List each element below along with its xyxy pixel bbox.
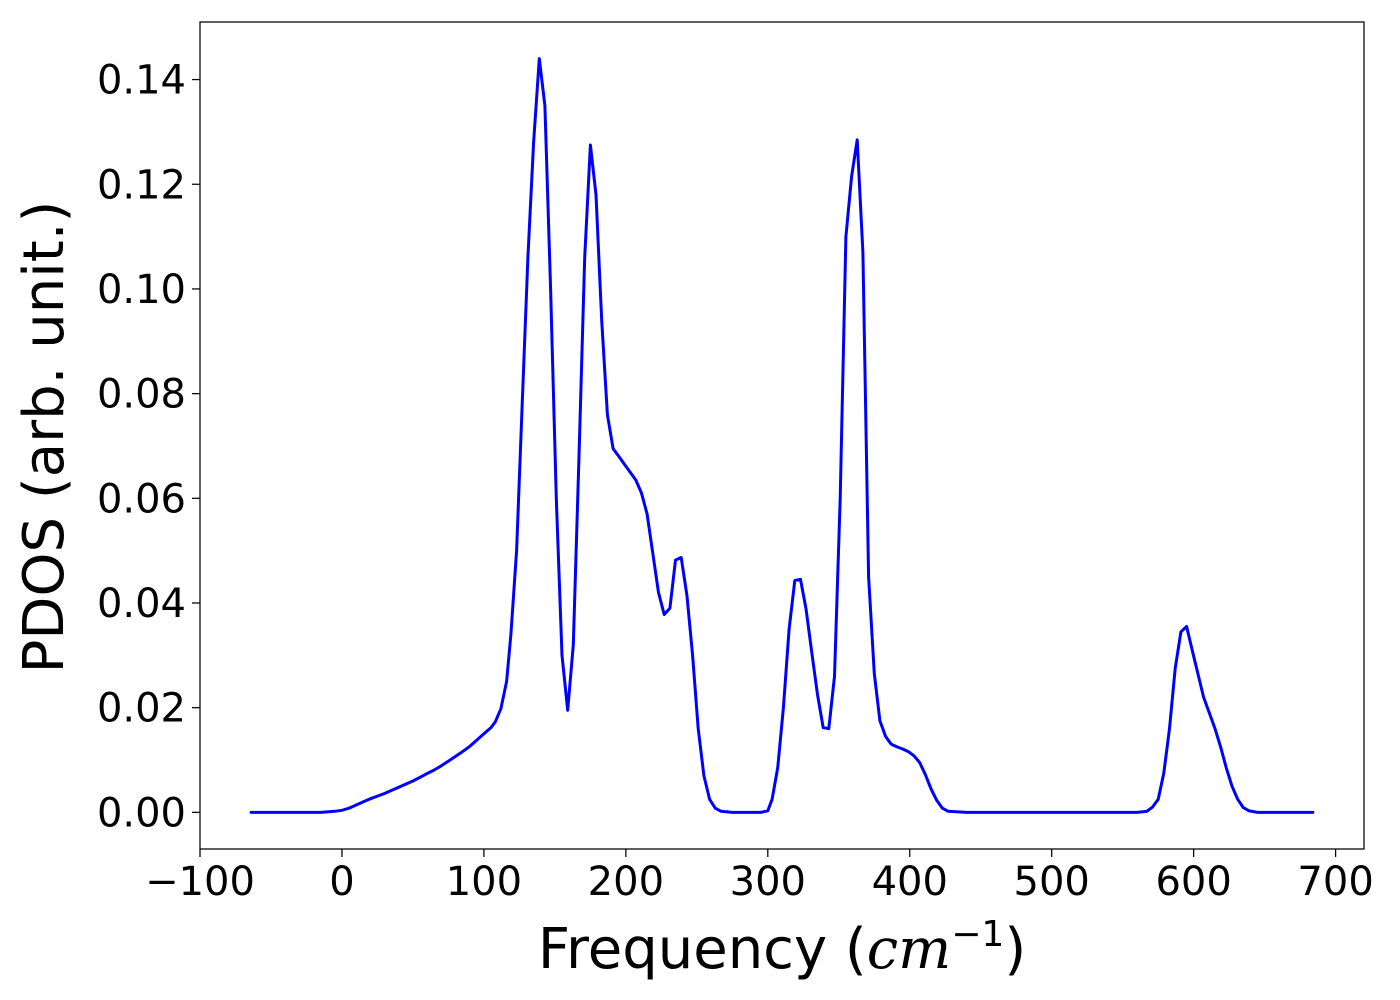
x-tick-label: 100 [446, 859, 522, 905]
y-tick-label: 0.10 [97, 267, 186, 313]
series-line-1 [249, 57, 1315, 814]
x-tick-label: 400 [872, 859, 948, 905]
x-tick-label: 700 [1297, 859, 1373, 905]
series-layer [249, 57, 1315, 814]
plot-frame [199, 21, 1365, 850]
x-tick-label: 600 [1155, 859, 1231, 905]
y-tick-label: 0.06 [97, 476, 186, 522]
x-tick-label: 200 [588, 859, 664, 905]
y-tick-label: 0.04 [97, 581, 186, 627]
x-tick-label: 500 [1014, 859, 1090, 905]
y-axis-label: PDOS (arb. unit.) [12, 201, 77, 674]
x-axis-ticks: −100 0 100 200 300 400 500 600 700 [145, 849, 1374, 905]
x-tick-label: −100 [145, 859, 255, 905]
y-tick-label: 0.02 [97, 686, 186, 732]
y-tick-label: 0.14 [97, 58, 186, 104]
y-tick-label: 0.08 [97, 372, 186, 418]
x-axis-label: Frequency (cm−1) [538, 914, 1026, 982]
y-tick-label: 0.12 [97, 162, 186, 208]
y-axis-ticks: 0.00 0.02 0.04 0.06 0.08 0.10 0.12 0.14 [97, 58, 200, 836]
y-tick-label: 0.00 [97, 790, 186, 836]
x-tick-label: 0 [329, 859, 354, 905]
x-tick-label: 300 [730, 859, 806, 905]
